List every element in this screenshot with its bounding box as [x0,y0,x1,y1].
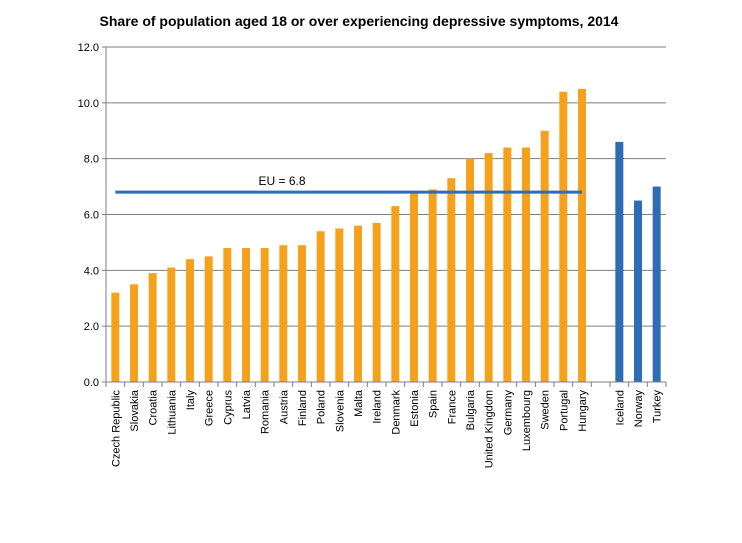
bar-sweden [540,130,549,382]
x-tick-label: Estonia [409,389,421,427]
x-tick-label: France [446,390,458,424]
bar-estonia [410,192,418,382]
bar-ireland [372,222,381,382]
y-tick-label: 2.0 [84,321,99,333]
x-tick-label: Poland [316,390,328,424]
bar-bulgaria [466,158,474,382]
x-tick-label: Germany [502,390,514,436]
x-tick-label: Iceland [614,390,626,425]
x-tick-label: Austria [278,389,290,424]
x-tick-label: Slovenia [334,389,346,432]
x-tick-label: Romania [260,389,272,434]
x-tick-label: Spain [428,390,440,418]
bar-turkey [652,186,661,382]
bar-croatia [148,273,157,382]
y-axis: 0.0 2.0 4.0 6.0 8.0 10.0 12.0 [78,42,107,389]
bar-greece [204,256,213,382]
bar-norway [634,200,642,382]
x-tick-label: Czech Republic [110,390,122,468]
x-tick-label: Bulgaria [465,389,477,430]
x-tick-label: Portugal [558,390,570,431]
x-tick-label: Croatia [148,389,160,425]
gridlines [106,46,666,327]
bar-slovenia [335,228,344,382]
y-tick-label: 4.0 [84,265,99,277]
bar-italy [186,259,194,382]
bar-united-kingdom [484,153,493,382]
bar-romania [260,248,269,382]
bars [111,88,661,383]
bar-malta [354,225,362,382]
x-tick-label: Latvia [241,389,253,419]
x-tick-label: Italy [185,390,197,411]
x-axis: Czech Republic Slovakia Croatia Lithuania It… [105,381,667,468]
x-tick-label: Turkey [652,390,664,424]
x-tick-label: United Kingdom [484,390,496,468]
y-tick-label: 0.0 [84,377,99,389]
x-tick-label: Luxembourg [521,390,533,451]
bar-france [447,178,456,382]
bar-latvia [242,248,250,382]
x-tick-label: Denmark [390,390,402,435]
bar-iceland [615,141,624,382]
x-tick-label: Lithuania [166,389,178,435]
chart-title: Share of population aged 18 or over expe… [100,13,619,29]
x-tick-label: Cyprus [222,390,234,425]
x-tick-label: Hungary [577,390,589,432]
x-tick-label: Sweden [540,390,552,430]
x-tick-label: Finland [297,390,309,426]
y-tick-label: 8.0 [84,154,99,166]
bar-finland [298,245,306,382]
bar-hungary [578,88,586,382]
x-tick-label: Norway [633,390,645,428]
y-tick-label: 6.0 [84,210,99,222]
x-tick-label: Slovakia [129,389,141,431]
bar-denmark [391,206,400,382]
bar-cyprus [223,248,232,382]
y-tick-label: 10.0 [78,98,99,110]
bar-lithuania [167,267,176,382]
bar-spain [428,189,437,382]
bar-austria [279,245,288,382]
bar-germany [503,147,512,382]
x-tick-label: Greece [204,390,216,426]
x-tick-label: Ireland [372,390,384,424]
bar-portugal [559,91,568,383]
y-tick-label: 12.0 [78,42,99,54]
eu-average-line: EU = 6.8 [115,174,582,194]
x-tick-label: Malta [353,389,365,417]
bar-czech-republic [111,292,120,382]
eu-average-label: EU = 6.8 [258,174,305,188]
bar-luxembourg [522,147,530,382]
bar-slovakia [130,284,138,382]
bar-poland [316,231,325,382]
